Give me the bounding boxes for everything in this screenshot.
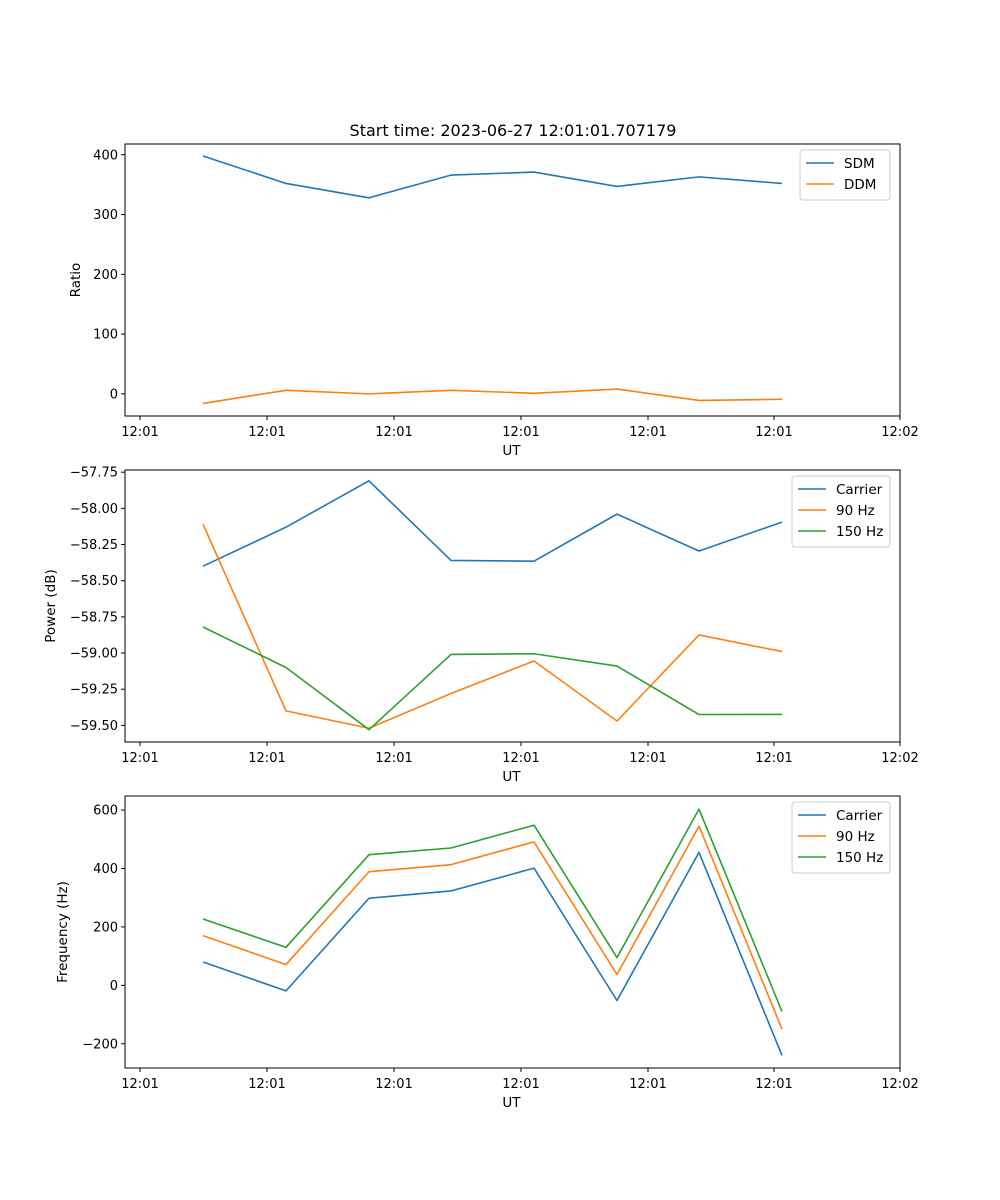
series-line-90-hz xyxy=(202,523,783,730)
x-axis-label: UT xyxy=(502,769,521,785)
x-tick-label: 12:01 xyxy=(755,425,792,440)
legend-entry: Carrier xyxy=(836,808,883,824)
x-tick-label: 12:02 xyxy=(881,751,918,766)
x-tick-label: 12:01 xyxy=(502,425,539,440)
y-tick-label: 600 xyxy=(93,804,118,819)
plot-area-frame xyxy=(124,795,901,1069)
x-tick-label: 12:01 xyxy=(755,1077,792,1092)
chart-panel-1: 12:01 12:01 12:01 12:01 12:01 12:01 12:02 0 100 2… xyxy=(68,143,919,459)
y-tick-label: −59.25 xyxy=(70,683,118,698)
x-tick-label: 12:01 xyxy=(755,751,792,766)
legend-entry: 90 Hz xyxy=(836,503,875,519)
x-tick-label: 12:01 xyxy=(502,1077,539,1092)
series-line-150-hz xyxy=(202,808,783,1012)
plot-area-frame xyxy=(124,469,901,743)
y-tick-label: 100 xyxy=(93,328,118,343)
legend-entry: 150 Hz xyxy=(836,850,883,866)
legend-box xyxy=(791,801,891,874)
y-tick-label: 400 xyxy=(93,148,118,163)
x-tick-label: 12:01 xyxy=(248,425,285,440)
legend-entry: 90 Hz xyxy=(836,829,875,845)
x-tick-label: 12:01 xyxy=(375,425,412,440)
y-tick-label: 300 xyxy=(93,208,118,223)
x-tick-label: 12:01 xyxy=(502,751,539,766)
series-line-carrier xyxy=(202,851,783,1056)
y-axis-label: Ratio xyxy=(68,263,84,298)
y-tick-label: 400 xyxy=(93,862,118,877)
series-line-carrier xyxy=(202,480,783,567)
x-tick-label: 12:01 xyxy=(121,425,158,440)
x-tick-label: 12:01 xyxy=(375,1077,412,1092)
legend: SDM DDM xyxy=(799,149,891,201)
y-tick-label: −58.75 xyxy=(70,610,118,625)
x-tick-label: 12:02 xyxy=(881,1077,918,1092)
x-tick-label: 12:01 xyxy=(375,751,412,766)
x-axis-label: UT xyxy=(502,1095,521,1111)
legend-entry: Carrier xyxy=(836,482,883,498)
legend: Carrier 90 Hz 150 Hz xyxy=(791,475,891,548)
y-tick-label: 200 xyxy=(93,920,118,935)
series-line-ddm xyxy=(202,388,783,405)
series-line-90-hz xyxy=(202,825,783,1030)
y-axis-label: Frequency (Hz) xyxy=(55,881,71,983)
y-tick-label: 0 xyxy=(110,979,118,994)
plot-area-frame xyxy=(124,143,901,417)
x-tick-label: 12:01 xyxy=(248,1077,285,1092)
charts-container: 12:01 12:01 12:01 12:01 12:01 12:01 12:02 0 100 2… xyxy=(43,143,919,1111)
y-tick-label: −57.75 xyxy=(70,466,118,481)
chart-panel-3: 12:01 12:01 12:01 12:01 12:01 12:01 12:02 600 40… xyxy=(55,795,919,1111)
y-tick-label: −58.50 xyxy=(70,574,118,589)
series-line-150-hz xyxy=(202,626,783,731)
x-tick-label: 12:01 xyxy=(629,751,666,766)
legend-entry: DDM xyxy=(844,177,876,193)
series-line-sdm xyxy=(202,155,783,199)
y-tick-label: −58.00 xyxy=(70,502,118,517)
chart-panel-2: 12:01 12:01 12:01 12:01 12:01 12:01 12:02 −57.7… xyxy=(43,466,919,785)
x-tick-label: 12:01 xyxy=(121,751,158,766)
x-axis-label: UT xyxy=(502,443,521,459)
legend: Carrier 90 Hz 150 Hz xyxy=(791,801,891,874)
x-tick-label: 12:01 xyxy=(121,1077,158,1092)
x-tick-label: 12:01 xyxy=(629,1077,666,1092)
y-tick-label: 200 xyxy=(93,268,118,283)
x-tick-label: 12:01 xyxy=(629,425,666,440)
legend-box xyxy=(791,475,891,548)
y-tick-label: 0 xyxy=(110,387,118,402)
y-tick-label: −200 xyxy=(82,1037,118,1052)
figure-title: Start time: 2023-06-27 12:01:01.707179 xyxy=(350,121,677,140)
y-tick-label: −58.25 xyxy=(70,538,118,553)
x-tick-label: 12:01 xyxy=(248,751,285,766)
x-tick-label: 12:02 xyxy=(881,425,918,440)
y-tick-label: −59.50 xyxy=(70,719,118,734)
y-tick-label: −59.00 xyxy=(70,647,118,662)
y-axis-label: Power (dB) xyxy=(43,569,59,642)
legend-entry: 150 Hz xyxy=(836,524,883,540)
legend-entry: SDM xyxy=(844,156,875,172)
